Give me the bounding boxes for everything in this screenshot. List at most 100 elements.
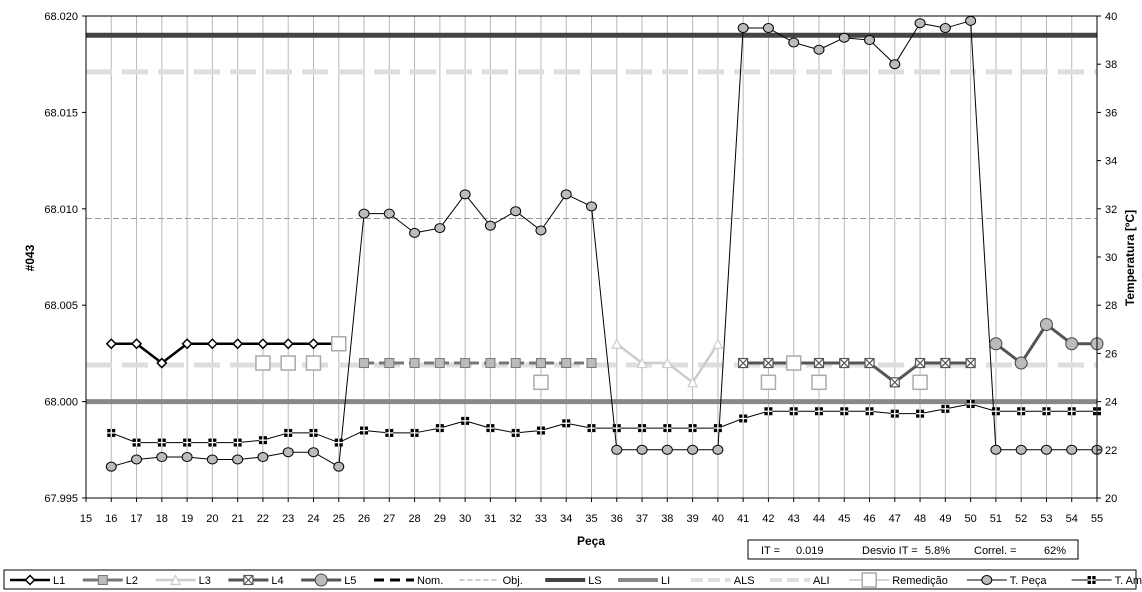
point-t-amb xyxy=(183,438,192,447)
y-tick-label: 68.020 xyxy=(44,11,78,23)
y2-tick-label: 22 xyxy=(1105,445,1117,457)
legend-swatch-marker xyxy=(1087,576,1096,584)
point-t-amb xyxy=(536,426,545,435)
y-tick-label: 67.995 xyxy=(44,493,78,505)
x-tick-label: 50 xyxy=(965,513,977,525)
point-t-amb xyxy=(739,414,748,423)
point-l1 xyxy=(282,338,294,350)
x-tick-label: 48 xyxy=(914,513,926,525)
y2-tick-label: 28 xyxy=(1105,300,1117,312)
x-tick-label: 27 xyxy=(383,513,395,525)
x-tick-label: 17 xyxy=(130,513,142,525)
point-t-amb xyxy=(865,407,874,416)
point-l1 xyxy=(156,357,168,369)
point-t-amb xyxy=(1042,407,1051,416)
stat-desvio-value: 5.8% xyxy=(925,545,950,557)
point-t-amb xyxy=(107,428,116,437)
point-l4 xyxy=(763,357,774,369)
x-tick-label: 44 xyxy=(813,513,825,525)
point-t-pe-a xyxy=(838,32,850,43)
x-tick-label: 20 xyxy=(206,513,218,525)
point-l1 xyxy=(232,338,244,350)
legend-item: ALI xyxy=(770,575,830,587)
point-t-pe-a xyxy=(611,444,623,455)
point-t-pe-a xyxy=(535,225,547,236)
point-t-pe-a xyxy=(1040,444,1052,455)
point-t-amb xyxy=(941,404,950,413)
point-l1 xyxy=(105,338,117,350)
point-l3 xyxy=(636,357,648,369)
legend-item: ALS xyxy=(690,575,755,587)
series-lines xyxy=(111,20,1097,468)
stat-correl-value: 62% xyxy=(1044,545,1066,557)
point-t-amb xyxy=(132,438,141,447)
point-t-amb xyxy=(157,438,166,447)
point-l1 xyxy=(307,338,320,350)
legend-item: Obj. xyxy=(459,575,523,587)
point-l2 xyxy=(409,358,420,369)
point-l4 xyxy=(940,357,951,369)
legend-swatch-marker xyxy=(981,575,993,585)
point-t-pe-a xyxy=(484,220,496,231)
point-l4 xyxy=(839,357,850,369)
point-remedi-o xyxy=(533,374,549,391)
point-t-pe-a xyxy=(788,37,800,48)
x-tick-label: 32 xyxy=(510,513,522,525)
point-l2 xyxy=(561,358,572,369)
point-t-amb xyxy=(309,428,318,437)
series-line-l4 xyxy=(743,361,971,384)
grid-lines xyxy=(85,16,1098,498)
point-t-pe-a xyxy=(510,206,522,217)
legend: L1 L2 L3 L4 L5 Nom. Obj. LS LI ALS ALI Remedição T. … xyxy=(3,569,1142,590)
x-tick-label: 39 xyxy=(686,513,698,525)
legend-swatch-marker xyxy=(861,572,877,588)
point-l2 xyxy=(535,358,546,369)
y2-tick-label: 36 xyxy=(1105,107,1117,119)
y2-axis-title: Temperatura [ºC] xyxy=(1123,210,1137,306)
point-t-amb xyxy=(764,407,773,416)
x-tick-label: 40 xyxy=(712,513,724,525)
x-tick-label: 38 xyxy=(661,513,673,525)
point-t-amb xyxy=(435,424,444,433)
y-tick-label: 68.015 xyxy=(44,107,78,119)
point-t-amb xyxy=(410,428,419,437)
x-tick-label: 31 xyxy=(484,513,496,525)
y2-tick-label: 32 xyxy=(1105,204,1117,216)
x-tick-label: 42 xyxy=(762,513,774,525)
legend-label: L1 xyxy=(53,575,65,587)
point-t-pe-a xyxy=(737,23,749,34)
y-tick-label: 68.010 xyxy=(44,204,78,216)
point-t-pe-a xyxy=(586,201,597,212)
series-line-t-amb xyxy=(111,403,1097,444)
point-t-amb xyxy=(562,419,571,428)
legend-label: L4 xyxy=(271,575,283,587)
legend-label: Obj. xyxy=(503,575,523,587)
x-tick-label: 16 xyxy=(105,513,117,525)
point-t-pe-a xyxy=(712,444,724,455)
point-t-pe-a xyxy=(459,189,471,200)
point-l5 xyxy=(1039,317,1053,331)
stat-correl-label: Correl. = xyxy=(974,545,1017,557)
y2-tick-label: 38 xyxy=(1105,59,1117,71)
point-l3 xyxy=(687,376,699,388)
x-tick-label: 34 xyxy=(560,513,572,525)
point-t-pe-a xyxy=(864,35,876,46)
point-t-amb xyxy=(1067,407,1076,416)
x-tick-label: 15 xyxy=(80,513,92,525)
x-tick-label: 37 xyxy=(636,513,648,525)
point-t-pe-a xyxy=(661,444,673,455)
point-l3 xyxy=(712,337,724,349)
point-t-pe-a xyxy=(813,44,825,55)
x-tick-label: 22 xyxy=(257,513,269,525)
point-t-pe-a xyxy=(687,444,699,455)
legend-swatch-marker xyxy=(314,573,328,587)
x-tick-label: 24 xyxy=(307,513,319,525)
point-remedi-o xyxy=(785,355,802,371)
point-l4 xyxy=(738,357,749,369)
point-l1 xyxy=(206,338,218,350)
y-axis-title: #043 xyxy=(23,244,37,271)
x-tick-label: 33 xyxy=(535,513,547,525)
y2-tick-label: 40 xyxy=(1105,11,1117,23)
point-t-amb xyxy=(258,436,267,445)
y-tick-label: 68.000 xyxy=(44,397,78,409)
